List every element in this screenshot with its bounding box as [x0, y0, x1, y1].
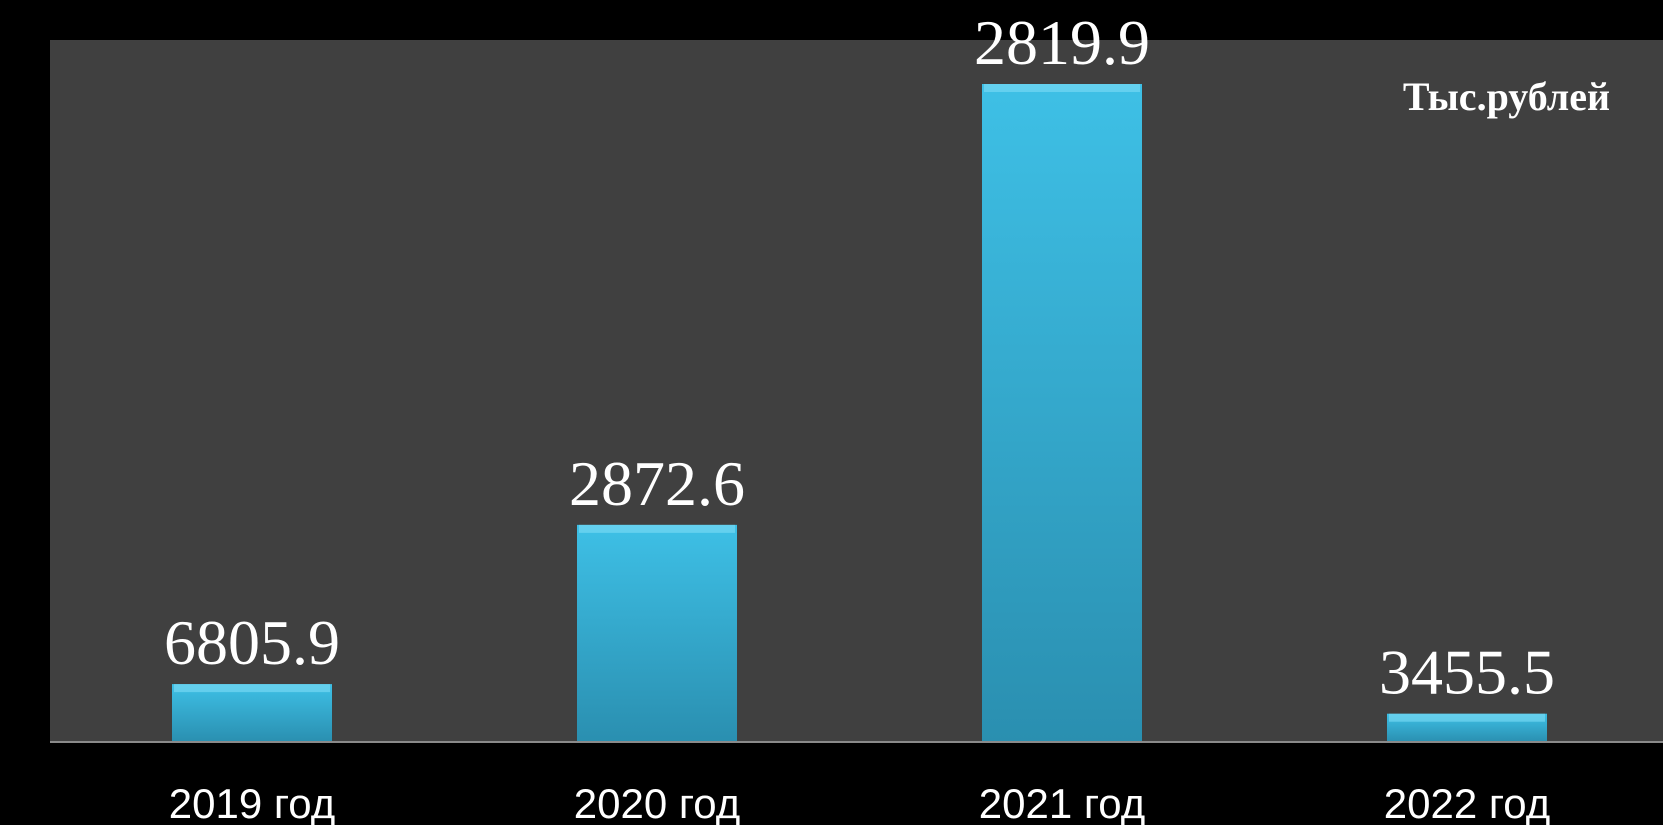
category-label-1: 2020 год — [574, 780, 740, 825]
bar-highlight-2 — [984, 84, 1140, 92]
data-labels-group: 6805.9 2872.6 2819.9 3455.5 — [164, 7, 1555, 708]
category-labels-group: 2019 год 2020 год 2021 год 2022 год — [169, 780, 1550, 825]
category-label-0: 2019 год — [169, 780, 335, 825]
data-label-3: 3455.5 — [1379, 637, 1555, 708]
bar-highlight-0 — [174, 684, 330, 693]
bar-0 — [172, 684, 332, 742]
bar-2 — [982, 84, 1142, 742]
category-label-3: 2022 год — [1384, 780, 1550, 825]
bar-1 — [577, 524, 737, 742]
data-label-1: 2872.6 — [569, 448, 745, 519]
bars-group — [172, 84, 1547, 742]
bar-highlight-1 — [579, 524, 735, 533]
data-label-0: 6805.9 — [164, 607, 340, 678]
data-label-2: 2819.9 — [974, 7, 1150, 78]
category-label-2: 2021 год — [979, 780, 1145, 825]
bar-highlight-3 — [1389, 713, 1545, 722]
unit-label: Тыс.рублей — [1403, 74, 1610, 119]
plot-area — [50, 40, 1663, 742]
